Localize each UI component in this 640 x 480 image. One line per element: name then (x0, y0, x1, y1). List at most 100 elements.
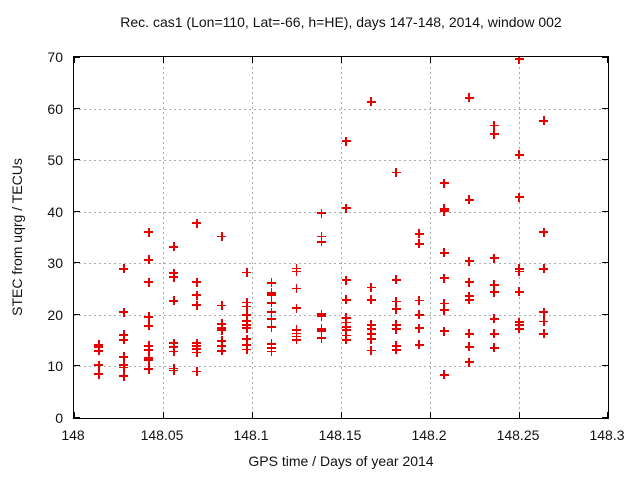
data-point-marker (144, 364, 154, 374)
data-point-marker (144, 312, 154, 322)
x-gridline (341, 57, 342, 418)
x-tick-bottom (74, 412, 75, 418)
data-point-marker (217, 325, 227, 335)
data-point-marker (267, 339, 277, 349)
data-point-marker (366, 320, 376, 330)
data-point-marker (489, 253, 499, 263)
data-point-marker (242, 334, 252, 344)
data-point-marker (292, 303, 301, 313)
data-point-marker (94, 346, 104, 356)
data-point-marker (539, 317, 549, 327)
data-point-marker (439, 178, 449, 188)
y-tick-left (74, 417, 80, 418)
y-tick-label: 30 (47, 255, 63, 272)
x-gridline (519, 57, 520, 418)
x-axis-label: GPS time / Days of year 2014 (248, 453, 434, 469)
chart-title: Rec. cas1 (Lon=110, Lat=-66, h=HE), days… (120, 14, 562, 30)
y-tick-right (602, 107, 608, 109)
data-point-marker (119, 352, 129, 362)
x-tick-label: 148.15 (318, 427, 362, 443)
y-tick-left (74, 159, 80, 161)
data-point-marker (514, 267, 524, 277)
data-point-marker (366, 97, 376, 107)
data-point-marker (341, 203, 351, 213)
data-point-marker (267, 278, 277, 288)
data-point-marker (169, 366, 179, 376)
x-tick-top (252, 57, 253, 63)
data-point-marker (217, 346, 227, 356)
data-point-marker (366, 283, 376, 293)
data-point-marker (341, 136, 351, 146)
x-tick-bottom (430, 412, 431, 418)
data-point-marker (292, 335, 301, 345)
data-point-marker (169, 296, 179, 306)
data-point-marker (119, 371, 129, 381)
y-tick-left (74, 107, 80, 109)
data-point-marker (144, 345, 154, 355)
data-point-marker (242, 323, 252, 333)
data-point-marker (489, 121, 499, 131)
x-tick-bottom (519, 412, 520, 418)
data-point-marker (144, 277, 154, 287)
data-point-marker (464, 93, 474, 103)
data-point-marker (391, 304, 401, 314)
data-point-marker (144, 355, 154, 365)
data-point-marker (192, 277, 202, 287)
y-tick-label: 10 (47, 358, 63, 375)
data-point-marker (414, 310, 424, 320)
data-point-marker (341, 318, 351, 328)
y-axis-label: STEC from uqrg / TECUs (9, 158, 25, 316)
data-point-marker (217, 341, 227, 351)
y-tick-right (602, 313, 608, 315)
x-tick-bottom (341, 412, 342, 418)
y-tick-label: 20 (47, 306, 63, 323)
y-tick-left (74, 313, 80, 315)
data-point-marker (119, 264, 129, 274)
y-tick-left (74, 210, 80, 212)
x-tick-label: 148.2 (411, 427, 447, 443)
data-point-marker (391, 345, 401, 355)
data-point-marker (539, 307, 549, 317)
data-point-marker (464, 329, 474, 339)
x-tick-top (430, 57, 431, 63)
y-tick-right (602, 210, 608, 212)
data-point-marker (414, 239, 424, 249)
data-point-marker (414, 340, 424, 350)
data-point-marker (514, 150, 524, 160)
x-tick-label: 148.3 (589, 427, 625, 443)
data-point-marker (464, 295, 474, 305)
y-tick-label: 50 (47, 152, 63, 169)
data-point-marker (341, 313, 351, 323)
data-point-marker (489, 343, 499, 353)
x-tick-bottom (163, 412, 164, 418)
data-point-marker (366, 329, 376, 339)
data-point-marker (144, 255, 154, 265)
plot-area (73, 56, 609, 419)
data-point-marker (439, 326, 449, 336)
x-tick-bottom (252, 412, 253, 418)
x-gridline (252, 57, 253, 418)
data-point-marker (242, 344, 252, 354)
data-point-marker (514, 57, 524, 64)
data-point-marker (192, 290, 202, 300)
data-point-marker (169, 346, 179, 356)
data-point-marker (169, 272, 179, 282)
data-point-marker (414, 323, 424, 333)
data-point-marker (366, 334, 376, 344)
data-point-marker (316, 311, 326, 321)
data-point-marker (366, 295, 376, 305)
y-tick-left (74, 365, 80, 367)
data-point-marker (217, 231, 227, 241)
data-point-marker (439, 206, 449, 216)
data-point-marker (242, 268, 252, 278)
data-point-marker (464, 195, 474, 205)
data-point-marker (391, 320, 401, 330)
data-point-marker (489, 287, 499, 297)
data-point-marker (464, 256, 474, 266)
data-point-marker (192, 367, 202, 377)
x-tick-label: 148 (61, 427, 85, 443)
data-point-marker (341, 275, 351, 285)
y-tick-right (602, 159, 608, 161)
x-tick-label: 148.25 (496, 427, 540, 443)
